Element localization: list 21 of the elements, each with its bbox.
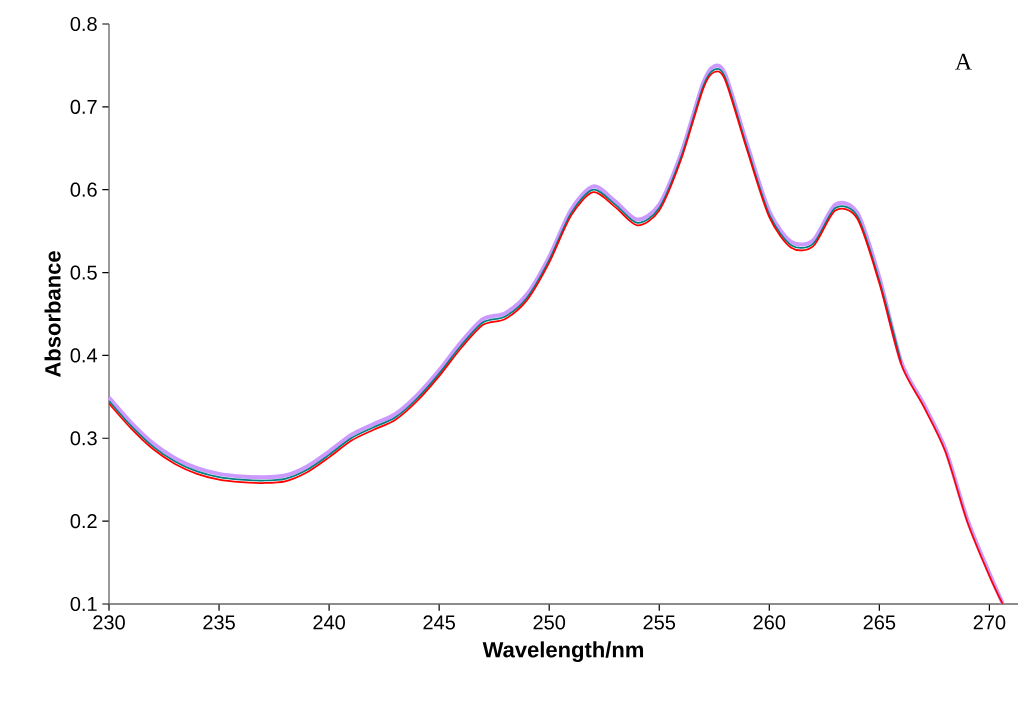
x-tick-label: 230 (93, 615, 125, 630)
x-tick-label: 255 (643, 615, 676, 630)
y-tick-label: 0.4 (70, 348, 98, 363)
x-tick-label: 245 (423, 615, 455, 630)
y-tick-label: 0.7 (70, 99, 97, 114)
y-axis-title: Absorbance (44, 251, 61, 378)
x-tick-label: 270 (973, 615, 1006, 630)
annotation: A (955, 53, 972, 70)
y-tick-label: 0.8 (70, 16, 97, 32)
y-tick-label: 0.6 (70, 182, 97, 197)
x-tick-label: 240 (313, 615, 345, 630)
y-tick-label: 0.3 (70, 431, 97, 446)
x-tick-label: 260 (753, 615, 786, 630)
y-tick-label: 0.1 (70, 596, 97, 612)
line-series (108, 68, 903, 482)
y-tick-label: 0.2 (70, 514, 97, 529)
x-axis-title: Wavelength/nm (482, 641, 644, 662)
x-tick-label: 235 (203, 615, 235, 630)
x-tick-label: 250 (533, 615, 566, 630)
y-tick-label: 0.5 (70, 265, 97, 280)
x-tick-label: 265 (863, 615, 896, 630)
